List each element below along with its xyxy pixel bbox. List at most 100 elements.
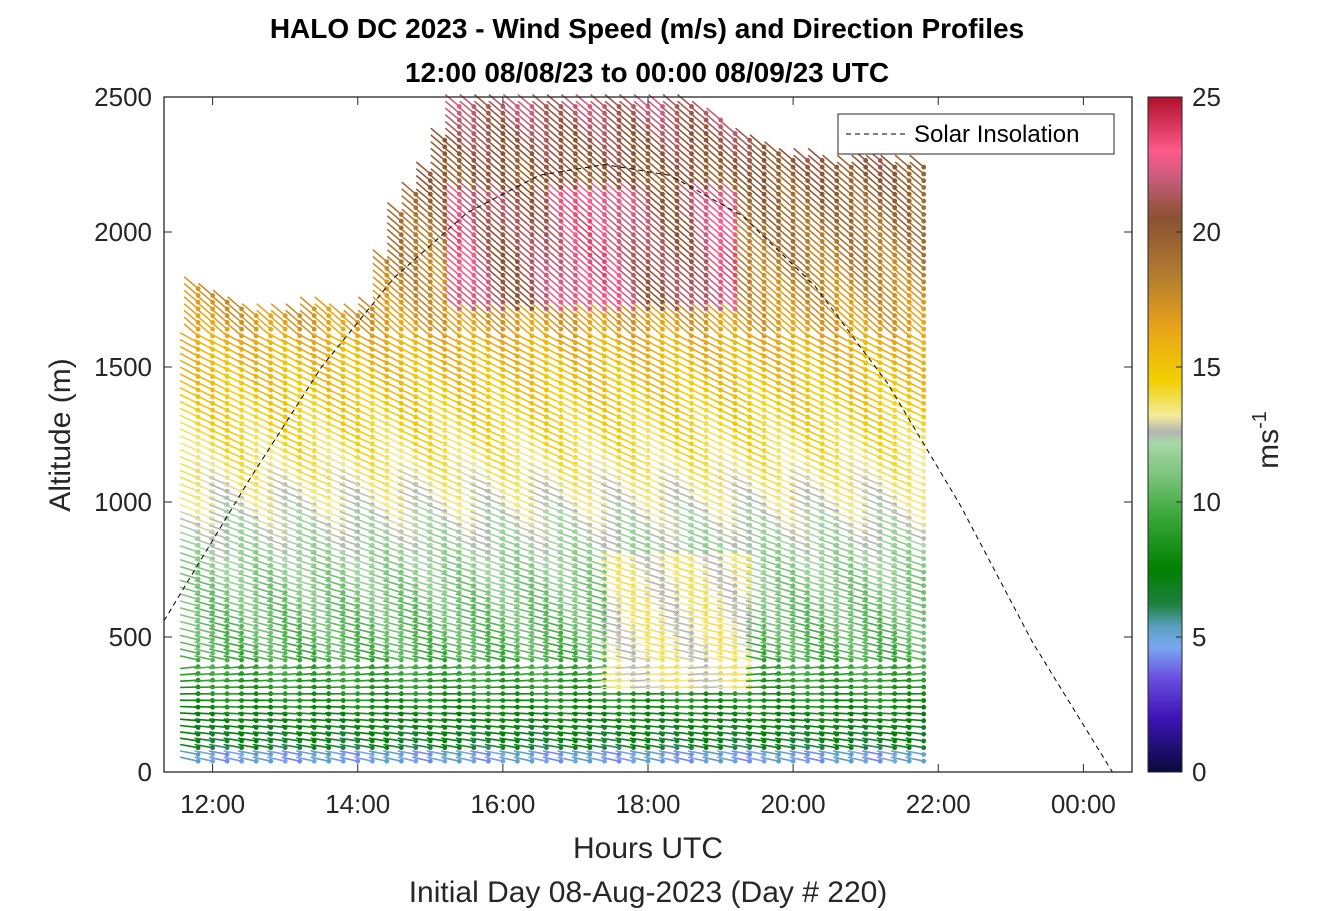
wind-barb-dot bbox=[268, 590, 274, 595]
wind-barb-line bbox=[237, 524, 257, 533]
wind-barb-dot bbox=[515, 326, 520, 332]
wind-barb-dot bbox=[515, 623, 520, 629]
wind-barb-line bbox=[194, 558, 213, 567]
wind-barb-dot bbox=[544, 637, 549, 643]
wind-barb-line bbox=[281, 655, 300, 661]
wind-barb-line bbox=[194, 620, 213, 627]
wind-barb-dot bbox=[442, 758, 448, 764]
wind-barb-dot bbox=[239, 630, 245, 636]
wind-barb-line bbox=[238, 648, 257, 654]
wind-barb-dot bbox=[195, 745, 201, 751]
wind-barb-line bbox=[180, 672, 199, 676]
wind-barb-dot bbox=[413, 758, 419, 764]
wind-barb-dot bbox=[253, 583, 259, 589]
wind-barb-line bbox=[237, 476, 257, 486]
wind-barb-dot bbox=[529, 326, 535, 332]
wind-barb-dot bbox=[224, 623, 230, 629]
wind-barb-line bbox=[295, 565, 315, 573]
wind-barb-dot bbox=[326, 758, 332, 764]
wind-barb-line bbox=[252, 579, 271, 587]
wind-barb-dot bbox=[195, 650, 201, 656]
wind-barb-line bbox=[194, 627, 213, 634]
wind-barb-dot bbox=[210, 590, 216, 595]
wind-barb-dot bbox=[224, 610, 230, 616]
wind-barb-dot bbox=[311, 623, 317, 629]
wind-barb-dot bbox=[529, 657, 535, 663]
wind-barb-dot bbox=[224, 644, 230, 649]
wind-barb-line bbox=[270, 316, 286, 330]
wind-barb-dot bbox=[340, 644, 346, 649]
wind-barb-dot bbox=[355, 623, 361, 629]
wind-barb-line bbox=[183, 289, 199, 303]
wind-barb-line bbox=[238, 750, 257, 756]
wind-barb-dot bbox=[486, 657, 491, 663]
wind-barb-line bbox=[281, 503, 300, 513]
wind-barb-line bbox=[252, 743, 271, 749]
wind-barb-dot bbox=[297, 596, 303, 602]
wind-barb-line bbox=[252, 634, 271, 641]
wind-barb-line bbox=[238, 712, 257, 715]
wind-barb-dot bbox=[602, 644, 607, 649]
wind-barb-line bbox=[223, 620, 242, 627]
wind-barb-dot bbox=[587, 630, 593, 636]
wind-barb-line bbox=[266, 552, 286, 560]
wind-barb-line bbox=[208, 655, 228, 661]
wind-barb-dot bbox=[500, 650, 506, 656]
wind-barb-line bbox=[179, 607, 199, 614]
wind-barb-dot bbox=[297, 630, 303, 636]
wind-barb-line bbox=[208, 524, 228, 533]
wind-barb-line bbox=[238, 634, 257, 641]
wind-barb-dot bbox=[442, 657, 448, 663]
wind-barb-line bbox=[179, 503, 199, 513]
wind-barb-dot bbox=[253, 650, 259, 656]
wind-barb-dot bbox=[384, 644, 390, 649]
wind-barb-dot bbox=[268, 738, 274, 744]
wind-barb-line bbox=[194, 655, 213, 661]
wind-barb-line bbox=[223, 531, 242, 540]
wind-barb-line bbox=[295, 332, 315, 344]
wind-barb-dot bbox=[355, 630, 361, 636]
wind-barb-dot bbox=[210, 617, 216, 622]
wind-barb-dot bbox=[471, 326, 477, 332]
wind-barb-line bbox=[237, 497, 257, 506]
wind-barb-line bbox=[179, 545, 199, 553]
wind-barb-dot bbox=[253, 738, 259, 744]
wind-barb-line bbox=[266, 558, 286, 567]
wind-barb-dot bbox=[573, 752, 578, 757]
wind-barb-dot bbox=[224, 596, 230, 602]
wind-barb-line bbox=[237, 338, 257, 351]
wind-barb-line bbox=[208, 634, 228, 641]
wind-barb-line bbox=[194, 332, 214, 344]
wind-barb-line bbox=[252, 724, 271, 729]
wind-barb-dot bbox=[210, 644, 216, 649]
wind-barb-dot bbox=[297, 745, 303, 751]
wind-barb-dot bbox=[558, 752, 564, 757]
wind-barb-line bbox=[270, 303, 286, 317]
wind-barb-dot bbox=[413, 637, 419, 643]
wind-barb-dot bbox=[616, 637, 622, 643]
wind-barb-dot bbox=[529, 758, 535, 764]
wind-barb-line bbox=[310, 724, 329, 729]
wind-barb-line bbox=[252, 712, 271, 715]
wind-barb-dot bbox=[616, 758, 622, 764]
wind-barb-line bbox=[194, 545, 213, 553]
wind-barb-line bbox=[252, 572, 271, 580]
wind-barb-dot bbox=[398, 637, 404, 643]
wind-barb-dot bbox=[558, 630, 564, 636]
wind-barb-line bbox=[252, 565, 271, 573]
wind-barb-line bbox=[198, 309, 214, 324]
wind-barb-line bbox=[310, 743, 329, 749]
wind-barb-line bbox=[285, 303, 301, 317]
wind-barb-dot bbox=[573, 644, 578, 649]
wind-barb-line bbox=[194, 731, 213, 735]
wind-barb-line bbox=[266, 593, 286, 600]
wind-barb-line bbox=[295, 607, 315, 614]
wind-barb-line bbox=[237, 531, 257, 540]
wind-barb-dot bbox=[253, 326, 259, 332]
wind-barb-line bbox=[238, 665, 257, 670]
wind-barb-line bbox=[310, 750, 329, 756]
wind-barb-dot bbox=[282, 623, 288, 629]
wind-barb-line bbox=[180, 679, 199, 682]
wind-barb-line bbox=[179, 737, 199, 742]
